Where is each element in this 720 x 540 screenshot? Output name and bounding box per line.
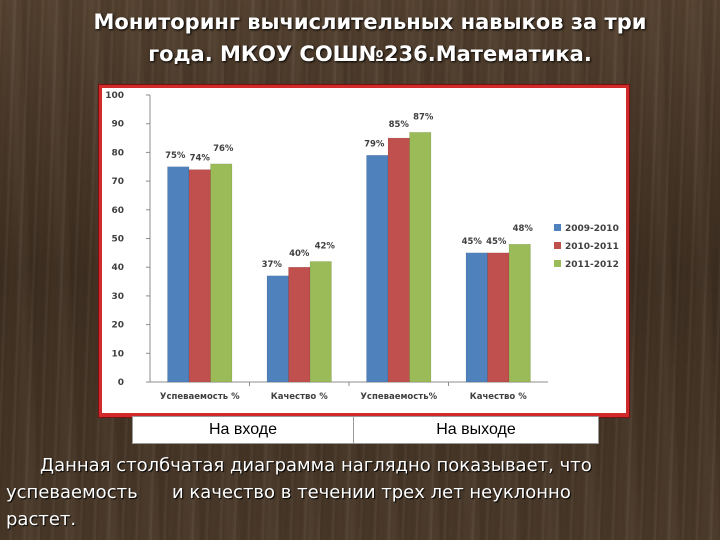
data-label: 45% (486, 237, 507, 247)
bar (266, 275, 289, 383)
y-tick-label: 40 (111, 263, 124, 273)
data-label: 85% (389, 120, 410, 130)
legend-swatch (554, 260, 561, 267)
legend-label: 2011-2012 (565, 260, 619, 270)
bar (210, 163, 233, 383)
bar (409, 132, 432, 383)
bar (167, 166, 190, 383)
data-label: 87% (413, 112, 434, 122)
bar (508, 243, 531, 383)
data-label: 45% (462, 237, 483, 247)
legend-label: 2010-2011 (565, 242, 619, 252)
y-tick-label: 60 (111, 206, 124, 216)
data-label: 79% (364, 139, 385, 149)
bar (309, 261, 332, 383)
bar (465, 252, 488, 383)
bar-chart: 0 10 20 30 40 50 60 70 80 90 100 Успеваемость % 75% 7… (105, 91, 619, 402)
x-category-label: Качество % (470, 392, 527, 402)
description-line-2: успеваемость и качество в течении трех л… (6, 482, 571, 503)
y-tick-label: 30 (111, 292, 124, 302)
data-label: 76% (213, 144, 234, 154)
y-tick-label: 70 (111, 177, 124, 187)
legend-swatch (554, 242, 561, 249)
x-category-label: Успеваемость % (160, 392, 240, 402)
description-line-3: растет. (6, 509, 77, 530)
bar (188, 169, 211, 383)
description-text: Данная столбчатая диаграмма наглядно пок… (6, 452, 716, 533)
y-tick-label: 100 (105, 91, 124, 101)
y-tick-label: 50 (111, 235, 124, 245)
y-tick-label: 80 (111, 148, 124, 158)
bar (487, 252, 510, 383)
slide-title: Мониторинг вычислительных навыков за три… (40, 6, 700, 70)
data-label: 40% (289, 249, 310, 259)
y-tick-label: 10 (111, 349, 124, 359)
data-label: 37% (262, 260, 283, 270)
caption-left: На входе (132, 416, 354, 444)
bar (387, 137, 410, 383)
data-label: 75% (165, 151, 186, 161)
chart-area: 0 10 20 30 40 50 60 70 80 90 100 Успеваемость % 75% 7… (102, 88, 626, 413)
data-label: 74% (190, 154, 211, 164)
bar (288, 266, 311, 383)
y-tick-label: 90 (111, 120, 124, 130)
y-tick-label: 20 (111, 321, 124, 331)
legend-label: 2009-2010 (565, 224, 619, 234)
bar (366, 155, 389, 383)
y-tick-label: 0 (118, 378, 124, 388)
title-line-1: Мониторинг вычислительных навыков за три (93, 10, 647, 34)
description-line-1: Данная столбчатая диаграмма наглядно пок… (40, 455, 592, 476)
data-label: 42% (315, 241, 336, 251)
x-category-label: Качество % (271, 392, 328, 402)
x-category-label: Успеваемость% (360, 392, 437, 402)
title-line-2: года. МКОУ СОШ№236.Математика. (148, 42, 592, 66)
data-label: 48% (513, 224, 534, 234)
legend-swatch (554, 224, 561, 231)
caption-right: На выходе (353, 416, 599, 444)
